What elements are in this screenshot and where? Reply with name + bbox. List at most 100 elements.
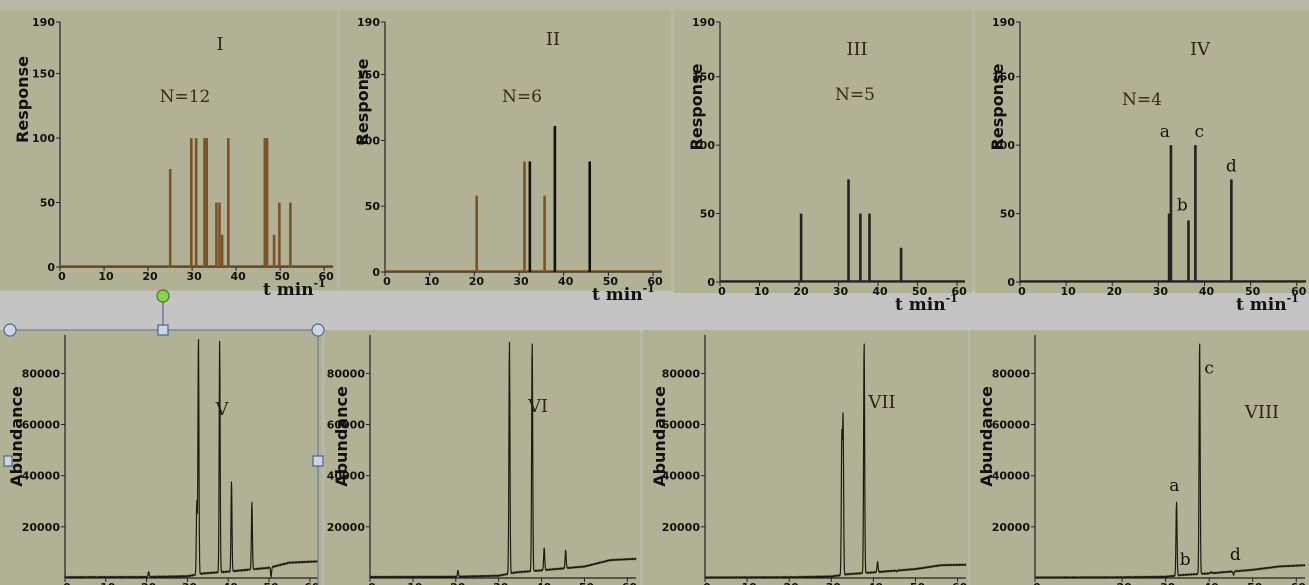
- resize-handle-top-left: [3, 323, 17, 337]
- bar: [220, 234, 224, 267]
- peak-label: a: [1169, 476, 1179, 496]
- bar: [868, 213, 871, 282]
- x-tick-label: 0: [1033, 581, 1041, 585]
- x-tick-label: 30: [1153, 285, 1169, 298]
- bar: [265, 138, 269, 267]
- x-tick-label: 50: [275, 270, 291, 283]
- panel-roman-label: II: [546, 29, 560, 50]
- chart-panel-6: 0 10 20 30 40 50 60 20000 40000 60000 80000 Abundan…: [325, 330, 640, 585]
- bar: [1169, 145, 1173, 282]
- x-tick-label: 40: [1199, 285, 1215, 298]
- bar: [205, 138, 209, 267]
- bar: [272, 234, 276, 267]
- x-tick-label: 30: [833, 285, 849, 298]
- bar-label: a: [1160, 122, 1170, 142]
- x-tick-label: 60: [647, 275, 663, 288]
- panel-background: [325, 330, 640, 585]
- bar: [543, 195, 546, 272]
- x-axis-label: t min-1: [1236, 292, 1299, 315]
- peak-label: b: [1180, 550, 1191, 570]
- y-tick-label: 80000: [992, 367, 1031, 380]
- bar: [799, 213, 803, 282]
- panel-background: [340, 10, 671, 290]
- x-tick-label: 0: [703, 581, 711, 585]
- panel-background: [975, 10, 1309, 293]
- chart-panel-1: 0 10 20 30 40 50 60 0 50 100 150 190 Response t min-1…: [0, 10, 337, 300]
- x-tick-label: 10: [407, 581, 423, 585]
- y-axis-label: Abundance: [332, 386, 351, 487]
- x-tick-label: 40: [230, 270, 246, 283]
- y-tick-label: 50: [700, 208, 716, 221]
- y-tick-label: 100: [32, 132, 55, 145]
- x-tick-label: 20: [793, 285, 809, 298]
- y-axis-label: Response: [687, 63, 706, 150]
- x-tick-label: 20: [450, 581, 466, 585]
- y-tick-label: 190: [992, 16, 1015, 29]
- y-tick-label: 60000: [327, 419, 366, 432]
- resize-handle-left: [3, 455, 13, 467]
- x-tick-label: 60: [1291, 285, 1307, 298]
- x-axis-label-superscript: -1: [314, 277, 326, 290]
- y-axis-label: Response: [988, 63, 1007, 150]
- x-axis-label: t min-1: [263, 277, 326, 300]
- x-tick-label: 20: [141, 581, 157, 585]
- resize-handle-top: [157, 324, 169, 336]
- y-tick-label: 0: [372, 266, 380, 279]
- chart-panel-8: 0 20 30 40 50 60 20000 40000 60000 80000 Abundance…: [970, 330, 1309, 585]
- panel-background: [643, 330, 968, 585]
- x-axis-label: t min-1: [592, 282, 655, 305]
- x-tick-label: 40: [558, 275, 574, 288]
- y-tick-label: 60000: [22, 419, 61, 432]
- panel-roman-label: VIII: [1244, 402, 1279, 423]
- x-tick-label: 40: [536, 581, 552, 585]
- x-axis-label: t min-1: [895, 292, 958, 315]
- x-tick-label: 50: [263, 581, 279, 585]
- y-tick-label: 50: [1000, 208, 1016, 221]
- panel-roman-label: III: [846, 39, 867, 60]
- x-axis-label-superscript: -1: [643, 282, 655, 295]
- bar: [859, 213, 862, 282]
- bar: [1230, 179, 1233, 282]
- panel-roman-label: VII: [867, 392, 895, 413]
- panel-background: [970, 330, 1309, 585]
- bar-label: c: [1195, 122, 1205, 142]
- y-axis-label: Response: [13, 56, 32, 143]
- bar: [168, 169, 172, 267]
- peak-label: c: [1204, 358, 1214, 378]
- bar: [278, 202, 281, 267]
- panel-roman-label: I: [216, 34, 223, 55]
- y-axis-label: Abundance: [977, 386, 996, 487]
- y-tick-label: 20000: [992, 521, 1031, 534]
- y-tick-label: 100: [692, 139, 715, 152]
- bar: [1187, 220, 1190, 282]
- y-tick-label: 60000: [662, 419, 701, 432]
- x-tick-label: 0: [718, 285, 726, 298]
- chart-panel-4: 0 10 20 30 40 50 60 0 50 100 150 190 Response t min-1…: [975, 10, 1309, 315]
- x-axis-label-superscript: -1: [946, 292, 958, 305]
- x-tick-label: 0: [383, 275, 391, 288]
- y-tick-label: 150: [992, 71, 1015, 84]
- y-tick-label: 50: [40, 197, 56, 210]
- x-tick-label: 30: [493, 581, 509, 585]
- selection-overlay: [3, 289, 325, 585]
- y-tick-label: 190: [32, 16, 55, 29]
- chromatogram-trace: [369, 342, 637, 579]
- bar: [263, 138, 267, 267]
- resize-handle-right: [312, 455, 324, 467]
- bar: [194, 138, 198, 267]
- bar: [523, 161, 526, 272]
- bar: [289, 202, 292, 267]
- x-tick-label: 0: [368, 581, 376, 585]
- x-axis-label-main: t min: [895, 295, 946, 315]
- y-tick-label: 20000: [22, 521, 61, 534]
- x-tick-label: 40: [223, 581, 239, 585]
- x-tick-label: 20: [1116, 581, 1132, 585]
- x-tick-label: 30: [186, 270, 202, 283]
- bar-label: b: [1177, 195, 1188, 215]
- panel-roman-label: V: [215, 399, 230, 420]
- bar: [215, 202, 218, 267]
- x-tick-label: 50: [603, 275, 619, 288]
- x-tick-label: 50: [1245, 285, 1261, 298]
- x-tick-label: 30: [513, 275, 529, 288]
- chart-panel-2: 0 10 20 30 40 50 60 0 50 100 150 190 Response t min-1…: [340, 10, 671, 305]
